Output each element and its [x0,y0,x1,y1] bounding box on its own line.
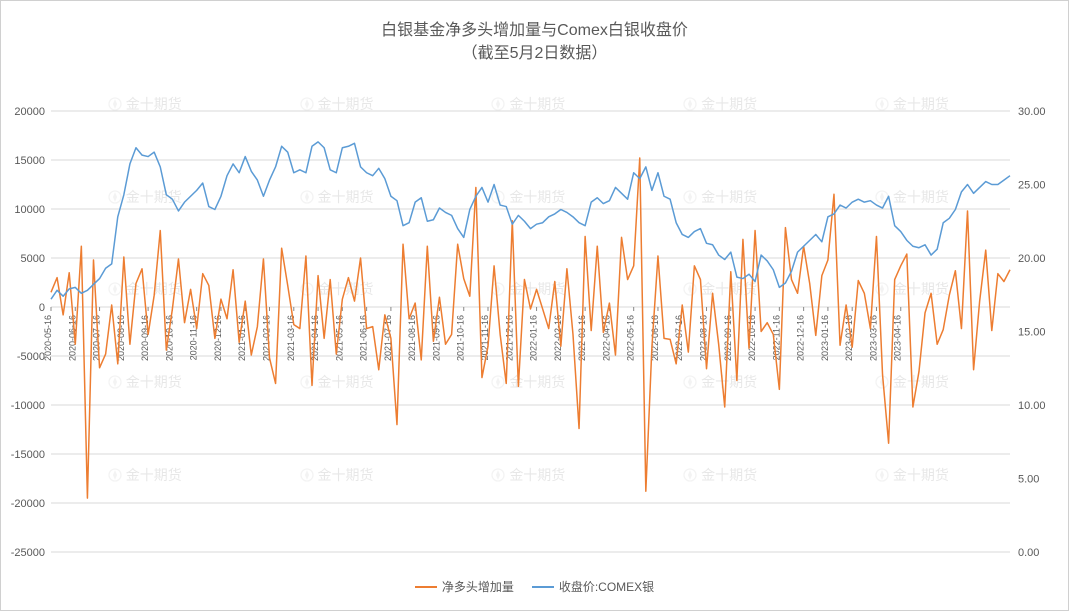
svg-text:15000: 15000 [14,155,45,167]
svg-text:20000: 20000 [14,106,45,118]
chart-container: 白银基金净多头增加量与Comex白银收盘价 （截至5月2日数据） 金十期货金十期… [0,0,1069,611]
svg-text:2021-12-16: 2021-12-16 [504,315,514,361]
svg-text:0.00: 0.00 [1018,547,1039,559]
legend-label-price: 收盘价:COMEX银 [559,578,654,595]
svg-text:-25000: -25000 [11,547,45,559]
svg-text:10.00: 10.00 [1018,400,1046,412]
chart-title-line2: （截至5月2日数据） [1,39,1068,63]
svg-text:10000: 10000 [14,204,45,216]
plot-area: -25000-20000-15000-10000-500005000100001… [51,111,1008,550]
svg-text:-5000: -5000 [17,351,45,363]
svg-text:2021-03-16: 2021-03-16 [286,315,296,361]
svg-text:2020-09-16: 2020-09-16 [140,315,150,361]
svg-text:2022-12-16: 2022-12-16 [796,315,806,361]
svg-text:2022-11-16: 2022-11-16 [771,315,781,360]
svg-text:2021-08-16: 2021-08-16 [407,315,417,361]
svg-text:2022-01-16: 2022-01-16 [529,315,539,361]
svg-text:-10000: -10000 [11,400,45,412]
svg-text:5000: 5000 [21,253,45,265]
svg-text:-20000: -20000 [11,498,45,510]
svg-text:2020-05-16: 2020-05-16 [43,315,53,361]
legend-swatch-price [532,586,554,588]
svg-text:2021-06-16: 2021-06-16 [359,315,369,361]
svg-text:2023-01-16: 2023-01-16 [820,315,830,361]
legend-item-price: 收盘价:COMEX银 [532,578,654,595]
svg-text:2021-10-16: 2021-10-16 [456,315,466,361]
chart-title-line1: 白银基金净多头增加量与Comex白银收盘价 [1,16,1068,40]
legend: 净多头增加量 收盘价:COMEX银 [1,578,1068,595]
plot-svg: -25000-20000-15000-10000-500005000100001… [51,111,1008,550]
svg-text:5.00: 5.00 [1018,474,1039,486]
svg-text:30.00: 30.00 [1018,106,1046,118]
svg-text:25.00: 25.00 [1018,180,1046,192]
svg-text:0: 0 [39,302,45,314]
svg-text:15.00: 15.00 [1018,327,1046,339]
svg-text:2022-05-16: 2022-05-16 [626,315,636,361]
legend-label-net-long: 净多头增加量 [442,578,514,595]
svg-text:2023-04-16: 2023-04-16 [893,315,903,361]
legend-swatch-net-long [415,586,437,588]
svg-text:20.00: 20.00 [1018,253,1046,265]
svg-text:-15000: -15000 [11,449,45,461]
legend-item-net-long: 净多头增加量 [415,578,514,595]
